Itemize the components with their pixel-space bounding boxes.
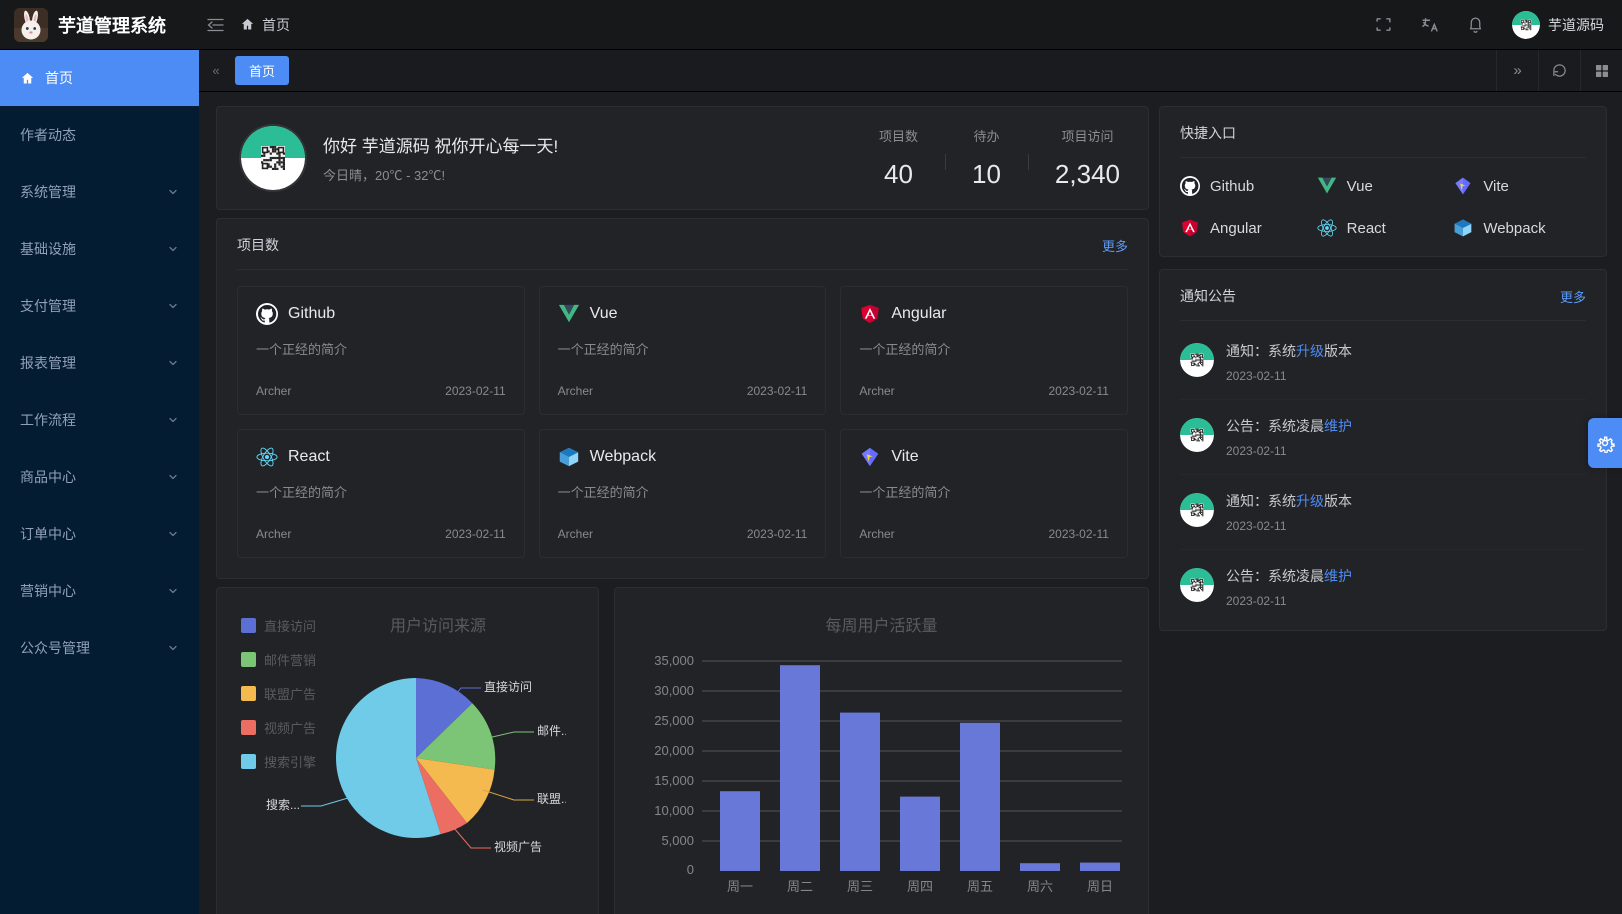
svg-text:搜索...: 搜索... (266, 797, 300, 812)
svg-text:周六: 周六 (1027, 879, 1053, 894)
svg-text:5,000: 5,000 (661, 833, 694, 848)
svg-text:周三: 周三 (847, 879, 873, 894)
svg-text:25,000: 25,000 (654, 713, 694, 728)
svg-text:联盟...: 联盟... (537, 792, 566, 806)
svg-text:0: 0 (687, 862, 694, 877)
svg-text:周四: 周四 (907, 879, 933, 894)
svg-text:周二: 周二 (787, 879, 813, 894)
svg-text:20,000: 20,000 (654, 743, 694, 758)
svg-text:周五: 周五 (967, 879, 993, 894)
svg-text:视频广告: 视频广告 (494, 839, 542, 854)
svg-text:15,000: 15,000 (654, 773, 694, 788)
svg-text:周日: 周日 (1087, 879, 1113, 894)
svg-text:30,000: 30,000 (654, 683, 694, 698)
svg-text:邮件...: 邮件... (537, 724, 566, 738)
svg-text:直接访问: 直接访问 (484, 679, 532, 694)
svg-text:周一: 周一 (727, 879, 753, 894)
svg-text:10,000: 10,000 (654, 803, 694, 818)
svg-text:35,000: 35,000 (654, 653, 694, 668)
